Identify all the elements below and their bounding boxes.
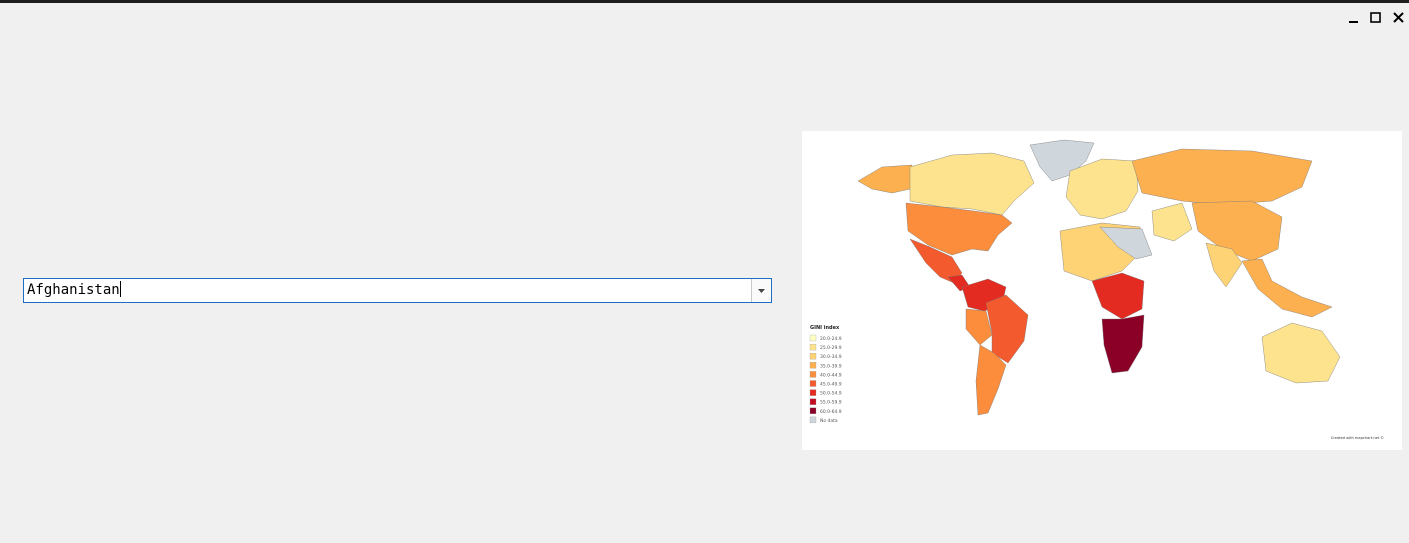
legend-label: 25.0-29.9 bbox=[820, 345, 842, 351]
legend-swatch bbox=[809, 380, 817, 387]
russia bbox=[1131, 148, 1313, 206]
countries bbox=[857, 139, 1341, 416]
china bbox=[1191, 200, 1283, 262]
legend-label: 45.0-49.9 bbox=[820, 382, 842, 388]
legend-swatch bbox=[809, 389, 817, 396]
map-credit: Created with mapchart.net © bbox=[1331, 436, 1385, 440]
title-strip bbox=[0, 0, 1409, 3]
dropdown-arrow bbox=[758, 289, 765, 293]
legend-swatch bbox=[809, 334, 817, 342]
legend-title: GINI index bbox=[810, 325, 840, 331]
argentina-chile bbox=[975, 344, 1007, 416]
maximize-button[interactable] bbox=[1370, 12, 1381, 23]
central-asia bbox=[1151, 202, 1193, 242]
legend-label: 40.0-44.9 bbox=[820, 372, 842, 378]
peru bbox=[965, 308, 993, 346]
legend-swatch bbox=[809, 371, 817, 378]
legend-label: 50.0-54.9 bbox=[820, 391, 842, 397]
legend-swatch bbox=[809, 362, 817, 369]
legend-label: 20.0-24.9 bbox=[820, 336, 842, 342]
usa bbox=[905, 202, 1013, 256]
legend-swatch bbox=[809, 343, 817, 351]
central-africa bbox=[1091, 272, 1145, 320]
legend-label: 35.0-39.9 bbox=[820, 363, 842, 369]
legend-label: 30.0-34.9 bbox=[820, 354, 842, 360]
country-combobox[interactable]: Afghanistan bbox=[23, 278, 772, 303]
brazil bbox=[985, 294, 1029, 364]
close-button[interactable] bbox=[1393, 12, 1404, 23]
dropdown-button[interactable] bbox=[751, 279, 771, 302]
india bbox=[1205, 242, 1243, 288]
legend-label: 60.0-64.9 bbox=[820, 409, 842, 415]
text-caret bbox=[119, 281, 121, 297]
legend-swatch bbox=[809, 353, 817, 360]
australia bbox=[1261, 322, 1341, 384]
combobox-text: Afghanistan bbox=[27, 281, 121, 298]
world-map: GINI index 20.0-24.9 25.0-29.9 30.0-34.9 35.… bbox=[802, 131, 1402, 450]
legend-swatch bbox=[809, 416, 817, 424]
europe bbox=[1065, 158, 1139, 220]
legend-label: No data bbox=[820, 418, 838, 424]
southeast-asia bbox=[1241, 258, 1333, 318]
southern-africa bbox=[1101, 314, 1145, 374]
middle-east bbox=[1099, 226, 1153, 260]
legend-swatch bbox=[809, 407, 817, 414]
canada bbox=[909, 152, 1035, 216]
legend-label: 55.0-59.9 bbox=[820, 400, 842, 406]
combobox-value: Afghanistan bbox=[27, 282, 120, 298]
legend-swatch bbox=[809, 398, 817, 405]
window-controls bbox=[1349, 12, 1404, 23]
